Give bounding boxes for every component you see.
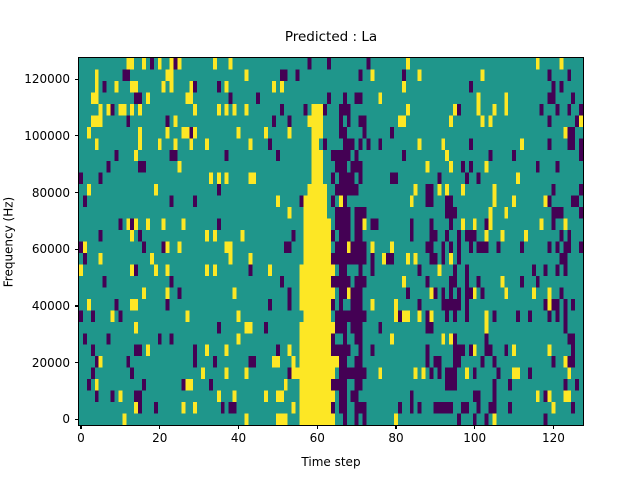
x-tick-label: 120	[542, 431, 565, 445]
x-tick-mark	[237, 425, 239, 429]
x-tick-mark	[395, 425, 397, 429]
y-tick-label: 40000	[31, 298, 70, 313]
y-tick-mark	[74, 248, 78, 250]
x-tick-label: 60	[309, 431, 325, 445]
x-tick-label: 80	[388, 431, 404, 445]
x-tick-label: 20	[152, 431, 168, 445]
y-tick-mark	[74, 418, 78, 420]
y-tick-mark	[74, 135, 78, 137]
y-tick-label: 80000	[31, 185, 70, 200]
y-tick-label: 100000	[24, 128, 70, 143]
x-tick-mark	[474, 425, 476, 429]
y-tick-label: 20000	[31, 355, 70, 370]
y-tick-label: 120000	[24, 72, 70, 87]
x-axis-label: Time step	[301, 455, 361, 469]
y-tick-mark	[74, 78, 78, 80]
y-tick-mark	[74, 305, 78, 307]
x-tick-mark	[80, 425, 82, 429]
spectrogram-heatmap	[78, 57, 583, 425]
x-tick-mark	[159, 425, 161, 429]
heatmap-axes	[77, 56, 584, 426]
x-tick-mark	[316, 425, 318, 429]
y-tick-label: 60000	[31, 242, 70, 257]
x-tick-label: 0	[77, 431, 85, 445]
page-title: Predicted : La	[284, 29, 378, 45]
x-tick-mark	[552, 425, 554, 429]
y-tick-mark	[74, 362, 78, 364]
y-tick-mark	[74, 192, 78, 194]
x-tick-label: 100	[463, 431, 487, 445]
y-tick-label: 0	[62, 412, 70, 427]
x-tick-label: 40	[230, 431, 247, 445]
